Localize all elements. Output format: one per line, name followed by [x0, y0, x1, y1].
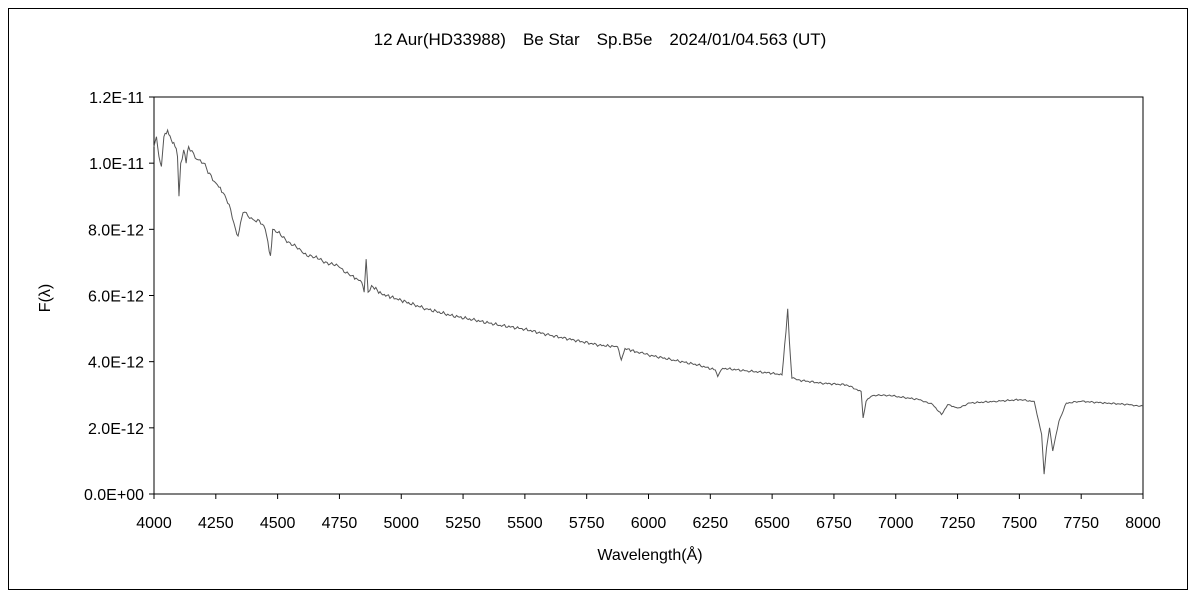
x-tick-label: 6250: [693, 515, 729, 532]
plot-area: 4000 4250 4500 4750 5000 5250 5500 5750 6000 6250…: [84, 90, 1161, 532]
x-axis-label: Wavelength(Å): [597, 545, 702, 564]
x-tick-label: 7750: [1063, 515, 1099, 532]
x-tick-label: 6500: [754, 515, 790, 532]
x-tick-label: 7500: [1002, 515, 1038, 532]
chart-title: 12 Aur(HD33988) Be Star Sp.B5e 2024/01/0…: [374, 30, 827, 49]
x-tick-label: 5750: [569, 515, 605, 532]
y-tick-label: 2.0E-12: [88, 421, 144, 438]
x-tick-label: 5000: [383, 515, 419, 532]
x-tick-label: 5250: [445, 515, 481, 532]
y-tick-label: 1.0E-11: [89, 156, 144, 173]
y-tick-label: 0.0E+00: [84, 487, 144, 504]
x-tick-label: 5500: [507, 515, 543, 532]
plot-border: [153, 96, 1144, 495]
x-tick-label: 7000: [878, 515, 914, 532]
spectrum-line: [153, 128, 1144, 475]
y-tick-label: 1.2E-11: [89, 90, 144, 107]
x-tick-label: 6000: [631, 515, 667, 532]
x-tick-label: 4000: [136, 515, 172, 532]
y-tick-label: 4.0E-12: [88, 355, 144, 372]
x-tick-label: 7250: [940, 515, 976, 532]
x-tick-label: 4250: [198, 515, 234, 532]
y-tick-label: 6.0E-12: [88, 289, 144, 306]
chart-frame: [8, 8, 1188, 590]
x-tick-label: 8000: [1125, 515, 1161, 532]
y-tick-label: 8.0E-12: [88, 222, 144, 239]
x-tick-label: 4500: [260, 515, 296, 532]
x-tick-label: 4750: [322, 515, 358, 532]
x-tick-label: 6750: [816, 515, 852, 532]
y-axis-label: F(λ): [37, 284, 54, 312]
